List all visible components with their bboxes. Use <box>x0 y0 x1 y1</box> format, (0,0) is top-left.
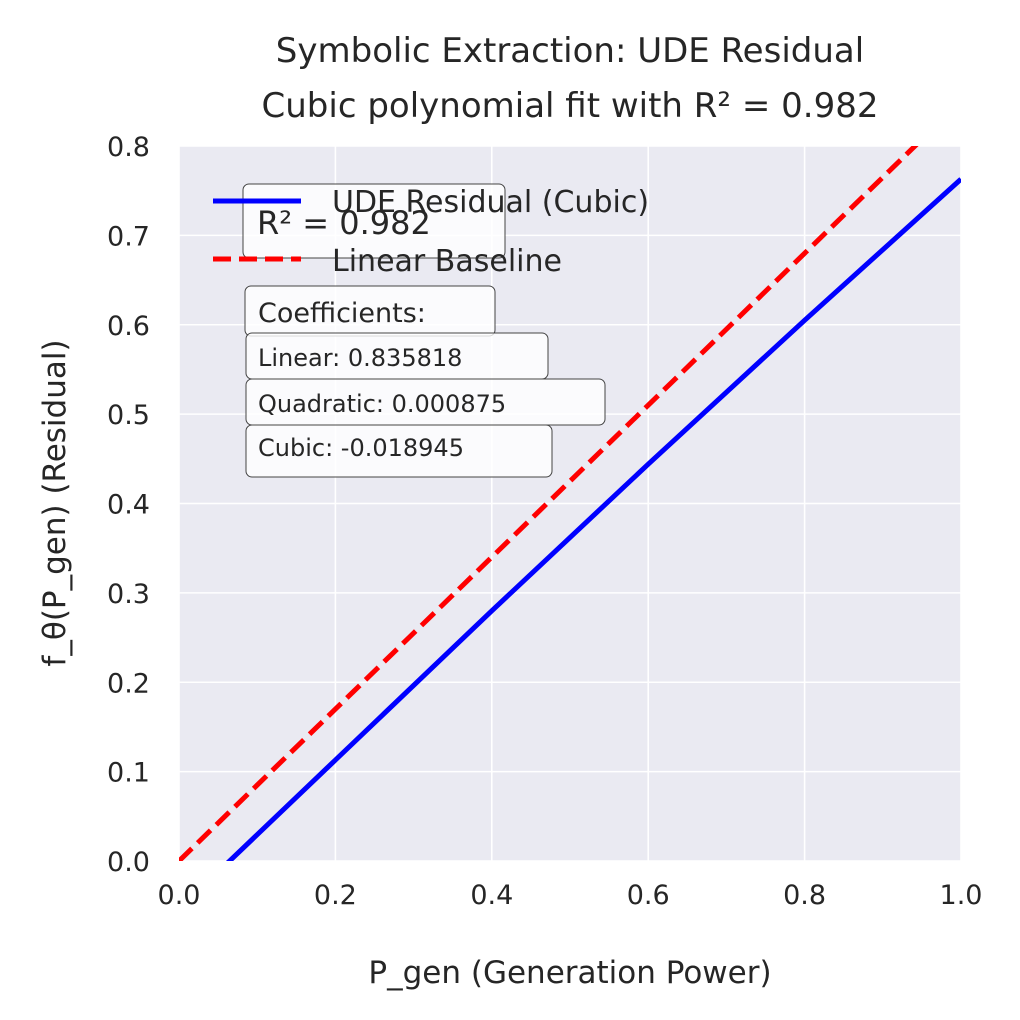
x-axis-label: P_gen (Generation Power) <box>368 955 771 991</box>
y-tick-label: 0.5 <box>107 400 150 431</box>
chart-subtitle: Cubic polynomial fit with R² = 0.982 <box>262 86 879 126</box>
x-tick-label: 0.6 <box>627 880 670 911</box>
annotation-quadratic: Quadratic: 0.000875 <box>246 379 605 425</box>
quadratic-coefficient-text: Quadratic: 0.000875 <box>258 390 506 418</box>
y-tick-label: 0.4 <box>107 490 150 521</box>
legend-label-ude-residual: UDE Residual (Cubic) <box>332 185 649 220</box>
x-tick-label: 0.2 <box>314 880 357 911</box>
y-tick-label: 0.2 <box>107 668 150 699</box>
linear-coefficient-text: Linear: 0.835818 <box>258 344 462 372</box>
x-tick-label: 0.0 <box>158 880 201 911</box>
y-tick-label: 0.7 <box>107 221 150 252</box>
annotation-linear: Linear: 0.835818 <box>246 333 548 379</box>
y-tick-label: 0.1 <box>107 758 150 789</box>
legend-label-linear-baseline: Linear Baseline <box>332 244 562 279</box>
annotation-coefficients-header: Coefficients: <box>245 286 495 336</box>
coefficients-header-text: Coefficients: <box>258 298 426 329</box>
y-tick-labels: 0.0 0.1 0.2 0.3 0.4 0.5 0.6 0.7 0.8 <box>107 132 150 878</box>
x-tick-label: 0.4 <box>470 880 513 911</box>
y-tick-label: 0.6 <box>107 311 150 342</box>
x-tick-labels: 0.0 0.2 0.4 0.6 0.8 1.0 <box>158 880 983 911</box>
chart-title: Symbolic Extraction: UDE Residual <box>276 31 864 71</box>
y-axis-label: f_θ(P_gen) (Residual) <box>37 339 73 666</box>
x-tick-label: 1.0 <box>940 880 983 911</box>
x-tick-label: 0.8 <box>783 880 826 911</box>
y-tick-label: 0.8 <box>107 132 150 163</box>
cubic-coefficient-text: Cubic: -0.018945 <box>258 434 464 462</box>
y-tick-label: 0.0 <box>107 847 150 878</box>
annotation-cubic: Cubic: -0.018945 <box>246 425 552 477</box>
y-tick-label: 0.3 <box>107 579 150 610</box>
